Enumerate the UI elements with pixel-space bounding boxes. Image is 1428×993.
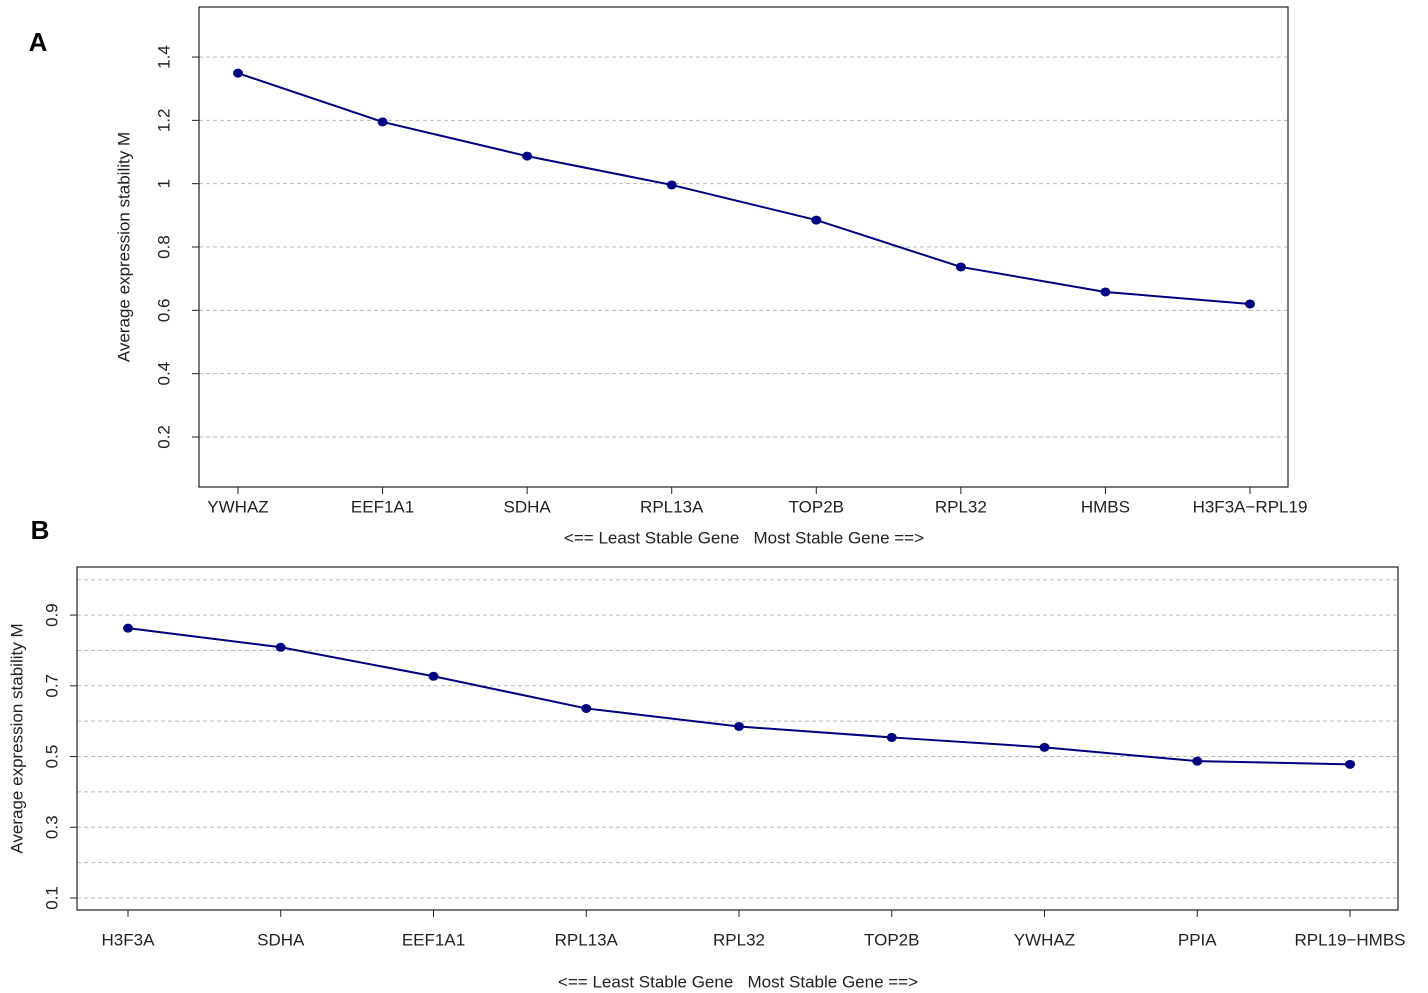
data-point: [1192, 756, 1203, 766]
data-point: [522, 151, 533, 161]
data-point: [233, 68, 243, 78]
data-point: [428, 671, 439, 681]
data-point: [275, 642, 286, 652]
x-tick-label: SDHA: [257, 930, 305, 949]
data-point: [1345, 759, 1355, 769]
y-tick-label: 0.5: [42, 745, 61, 769]
y-tick-label: 0.1: [42, 886, 61, 910]
data-point: [1039, 742, 1050, 752]
x-tick-label: RPL32: [713, 930, 765, 949]
x-tick-label: TOP2B: [864, 930, 919, 949]
data-point: [955, 262, 966, 272]
x-tick-label: YWHAZ: [1014, 930, 1075, 949]
x-tick-label: RPL19−HMBS: [1294, 930, 1405, 949]
data-point: [377, 117, 388, 127]
data-point: [666, 180, 677, 190]
y-tick-label: 0.4: [154, 362, 173, 386]
y-tick-label: 0.2: [154, 425, 173, 449]
x-tick-label: PPIA: [1178, 930, 1217, 949]
y-tick-label: 1.4: [154, 45, 173, 69]
y-tick-label: 0.7: [42, 674, 61, 698]
plot-frame: [198, 6, 1289, 488]
data-point: [886, 732, 897, 742]
x-tick-label: TOP2B: [789, 497, 844, 516]
data-line: [127, 627, 1351, 766]
panel-label: A: [29, 27, 48, 57]
y-tick-label: 1: [154, 179, 173, 188]
y-tick-label: 0.3: [42, 815, 61, 839]
data-point: [811, 215, 822, 225]
y-axis-label: Average expression stability M: [7, 623, 26, 853]
x-tick-label: RPL32: [935, 497, 987, 516]
data-point: [1100, 287, 1111, 297]
y-axis-label: Average expression stability M: [114, 132, 133, 362]
data-point: [734, 721, 744, 731]
y-tick-label: 1.2: [154, 109, 173, 133]
data-point: [123, 623, 133, 633]
data-point: [581, 703, 592, 713]
plot-frame: [76, 566, 1399, 911]
panel-label: B: [31, 515, 50, 545]
y-tick-label: 0.9: [42, 603, 61, 627]
data-point: [1245, 299, 1255, 309]
x-tick-label: YWHAZ: [207, 497, 268, 516]
data-line: [237, 72, 1251, 305]
x-tick-label: RPL13A: [555, 930, 619, 949]
y-tick-label: 0.6: [154, 299, 173, 323]
y-tick-label: 0.8: [154, 235, 173, 259]
x-axis-label: <== Least Stable Gene Most Stable Gene =…: [558, 972, 918, 991]
x-tick-label: SDHA: [504, 497, 552, 516]
x-tick-label: H3F3A−RPL19: [1193, 497, 1308, 516]
x-tick-label: RPL13A: [640, 497, 704, 516]
x-tick-label: EEF1A1: [351, 497, 414, 516]
x-tick-label: H3F3A: [102, 930, 156, 949]
x-tick-label: HMBS: [1081, 497, 1130, 516]
x-tick-label: EEF1A1: [402, 930, 465, 949]
x-axis-label: <== Least Stable Gene Most Stable Gene =…: [564, 528, 924, 547]
